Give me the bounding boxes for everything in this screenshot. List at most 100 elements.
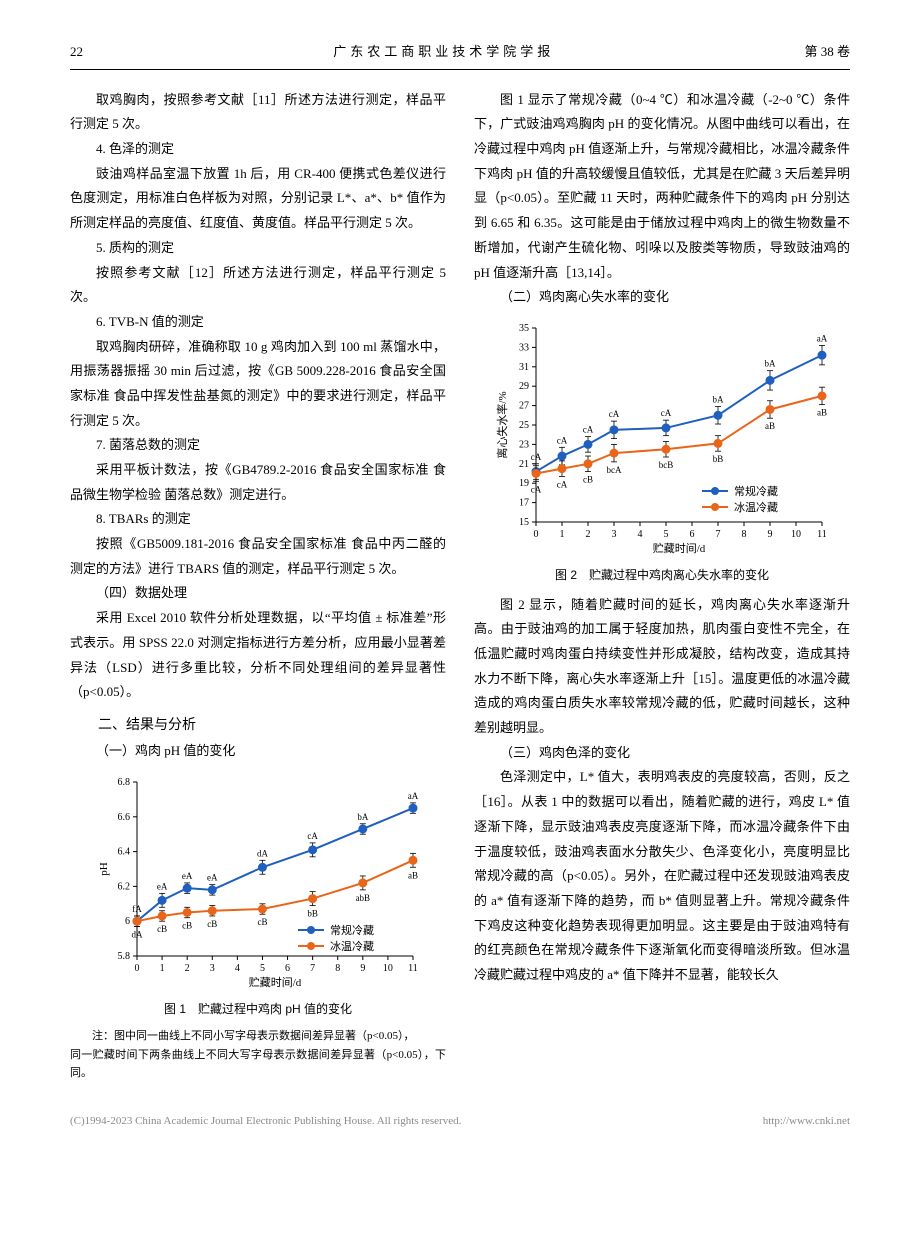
svg-text:cA: cA: [661, 408, 672, 418]
svg-text:dA: dA: [257, 848, 269, 858]
svg-text:eA: eA: [182, 871, 193, 881]
svg-text:7: 7: [716, 529, 721, 540]
page-footer: (C)1994-2023 China Academic Journal Elec…: [70, 1111, 850, 1132]
svg-text:3: 3: [612, 529, 617, 540]
svg-text:2: 2: [586, 529, 591, 540]
chart2-svg: 151719212325272931333501234567891011贮藏时间…: [492, 316, 832, 556]
svg-text:cB: cB: [583, 474, 593, 484]
svg-text:4: 4: [638, 529, 643, 540]
figure-2-caption: 图 2 贮藏过程中鸡肉离心失水率的变化: [474, 564, 850, 587]
svg-text:1: 1: [160, 963, 165, 974]
subsection-heading: 5. 质构的测定: [70, 236, 446, 261]
subsection-heading: （四）数据处理: [70, 581, 446, 606]
svg-text:2: 2: [185, 963, 190, 974]
left-column: 取鸡胸肉，按照参考文献［11］所述方法进行测定，样品平行测定 5 次。 4. 色…: [70, 88, 446, 1083]
svg-text:27: 27: [519, 400, 529, 411]
subsection-heading: （三）鸡肉色泽的变化: [474, 741, 850, 766]
paragraph: 取鸡胸肉，按照参考文献［11］所述方法进行测定，样品平行测定 5 次。: [70, 88, 446, 137]
svg-text:23: 23: [519, 439, 529, 450]
svg-text:cB: cB: [207, 919, 217, 929]
svg-text:0: 0: [135, 963, 140, 974]
figure-1-note: 注：图中同一曲线上不同小写字母表示数据间差异显著（p<0.05），: [70, 1027, 446, 1046]
paragraph: 采用 Excel 2010 软件分析处理数据，以“平均值 ± 标准差”形式表示。…: [70, 606, 446, 705]
svg-text:5: 5: [664, 529, 669, 540]
svg-text:33: 33: [519, 342, 529, 353]
paragraph: 按照参考文献［12］所述方法进行测定，样品平行测定 5 次。: [70, 261, 446, 310]
svg-text:17: 17: [519, 497, 529, 508]
svg-text:cB: cB: [257, 917, 267, 927]
volume: 第 38 卷: [804, 40, 850, 65]
svg-text:6: 6: [125, 916, 130, 927]
svg-text:cA: cA: [531, 452, 542, 462]
subsection-heading: 6. TVB-N 值的测定: [70, 310, 446, 335]
svg-text:bB: bB: [713, 454, 724, 464]
svg-text:1: 1: [560, 529, 565, 540]
svg-text:bA: bA: [713, 394, 725, 404]
svg-text:6.2: 6.2: [118, 882, 131, 893]
svg-text:cA: cA: [531, 484, 542, 494]
svg-text:常规冷藏: 常规冷藏: [330, 923, 374, 937]
svg-text:eA: eA: [157, 882, 168, 892]
svg-text:0: 0: [534, 529, 539, 540]
footer-copyright: (C)1994-2023 China Academic Journal Elec…: [70, 1111, 461, 1132]
figure-1-note: 同一贮藏时间下两条曲线上不同大写字母表示数据间差异显著（p<0.05），下同。: [70, 1046, 446, 1083]
svg-text:7: 7: [310, 963, 315, 974]
subsection-heading: 4. 色泽的测定: [70, 137, 446, 162]
svg-text:9: 9: [360, 963, 365, 974]
svg-text:10: 10: [383, 963, 393, 974]
svg-text:冰温冷藏: 冰温冷藏: [330, 940, 374, 953]
svg-text:cA: cA: [557, 479, 568, 489]
svg-text:pH: pH: [98, 862, 110, 876]
svg-text:eA: eA: [207, 873, 218, 883]
svg-text:bA: bA: [357, 812, 369, 822]
svg-text:6: 6: [285, 963, 290, 974]
subsection-heading: （二）鸡肉离心失水率的变化: [474, 285, 850, 310]
svg-text:6.8: 6.8: [118, 777, 131, 788]
svg-text:bcA: bcA: [607, 465, 622, 475]
svg-text:11: 11: [408, 963, 418, 974]
svg-text:3: 3: [210, 963, 215, 974]
svg-text:5: 5: [260, 963, 265, 974]
figure-1-chart: 5.866.26.46.66.801234567891011贮藏时间/dpHfA…: [70, 770, 446, 990]
svg-text:25: 25: [519, 420, 529, 431]
paragraph: 图 1 显示了常规冷藏（0~4 ℃）和冰温冷藏（-2~0 ℃）条件下，广式豉油鸡…: [474, 88, 850, 286]
figure-1-caption: 图 1 贮藏过程中鸡肉 pH 值的变化: [70, 998, 446, 1021]
svg-text:21: 21: [519, 459, 529, 470]
svg-text:贮藏时间/d: 贮藏时间/d: [249, 976, 302, 989]
subsection-heading: 7. 菌落总数的测定: [70, 433, 446, 458]
svg-text:bA: bA: [765, 359, 777, 369]
svg-text:cA: cA: [583, 425, 594, 435]
svg-text:10: 10: [791, 529, 801, 540]
paragraph: 取鸡胸肉研碎，准确称取 10 g 鸡肉加入到 100 ml 蒸馏水中，用振荡器振…: [70, 335, 446, 434]
svg-text:15: 15: [519, 517, 529, 528]
page-number: 22: [70, 40, 83, 65]
svg-text:5.8: 5.8: [118, 951, 131, 962]
svg-text:11: 11: [817, 529, 827, 540]
svg-text:6.4: 6.4: [118, 847, 131, 858]
svg-text:9: 9: [768, 529, 773, 540]
page-header: 22 广东农工商职业技术学院学报 第 38 卷: [70, 40, 850, 70]
paragraph: 采用平板计数法，按《GB4789.2-2016 食品安全国家标准 食品微生物学检…: [70, 458, 446, 507]
svg-text:dA: dA: [132, 930, 144, 940]
svg-text:aA: aA: [408, 791, 419, 801]
svg-text:6.6: 6.6: [118, 812, 131, 823]
svg-text:31: 31: [519, 362, 529, 373]
chart1-svg: 5.866.26.46.66.801234567891011贮藏时间/dpHfA…: [93, 770, 423, 990]
svg-text:离心失水率/%: 离心失水率/%: [495, 391, 509, 458]
svg-text:aA: aA: [817, 333, 828, 343]
two-column-layout: 取鸡胸肉，按照参考文献［11］所述方法进行测定，样品平行测定 5 次。 4. 色…: [70, 88, 850, 1083]
svg-text:8: 8: [335, 963, 340, 974]
svg-text:aB: aB: [765, 421, 775, 431]
svg-text:cA: cA: [609, 409, 620, 419]
svg-text:aB: aB: [408, 870, 418, 880]
subsection-heading: （一）鸡肉 pH 值的变化: [70, 739, 446, 764]
svg-text:6: 6: [690, 529, 695, 540]
svg-text:cB: cB: [157, 924, 167, 934]
paragraph: 按照《GB5009.181-2016 食品安全国家标准 食品中丙二醛的测定的方法…: [70, 532, 446, 581]
svg-text:cA: cA: [557, 435, 568, 445]
paragraph: 豉油鸡样品室温下放置 1h 后，用 CR-400 便携式色差仪进行色度测定，用标…: [70, 162, 446, 236]
journal-name: 广东农工商职业技术学院学报: [333, 40, 554, 65]
section-heading: 二、结果与分析: [70, 711, 446, 738]
svg-text:贮藏时间/d: 贮藏时间/d: [653, 542, 706, 555]
svg-text:abB: abB: [356, 893, 371, 903]
